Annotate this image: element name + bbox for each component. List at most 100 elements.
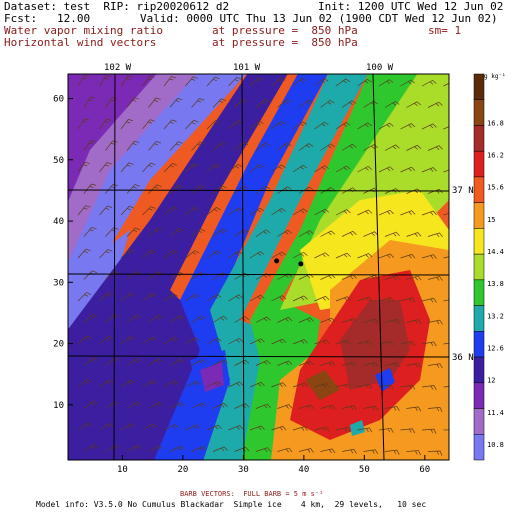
wind-barb (277, 142, 292, 151)
wind-barb (228, 76, 242, 87)
wind-barb (249, 294, 265, 302)
wind-barb (212, 185, 227, 194)
wind-barb (341, 361, 357, 367)
wind-barb (320, 317, 336, 323)
wind-barb (148, 227, 162, 237)
colorbar-level-label: 13.8 (487, 280, 504, 288)
wind-barb (320, 361, 336, 366)
wind-barb (77, 292, 92, 302)
wind-barb (357, 427, 373, 433)
wind-barb (335, 122, 351, 130)
wind-barb (142, 380, 157, 388)
wind-barb (271, 382, 287, 388)
wind-barb (142, 423, 158, 431)
wind-barb (421, 210, 437, 216)
wind-barb (77, 75, 89, 87)
wind-barb (406, 144, 422, 151)
wind-barb (212, 315, 228, 323)
colorbar-swatch (473, 202, 485, 229)
wind-barb (314, 383, 330, 388)
wind-barb (163, 293, 179, 302)
wind-barb (421, 297, 437, 303)
wind-barb (271, 77, 286, 87)
wind-barb (357, 296, 373, 302)
colorbar-swatch (473, 382, 485, 409)
wind-barb (212, 141, 227, 151)
longitude-labels: 102 W 101 W 100 W (104, 63, 394, 73)
wind-barb (292, 164, 308, 173)
wind-barb (400, 210, 416, 216)
y-tick-label: 30 (53, 278, 64, 288)
wind-barb (148, 401, 163, 409)
wind-barb (120, 292, 135, 302)
wind-barb (148, 314, 163, 323)
wind-barb (163, 206, 178, 216)
wind-barb (255, 360, 271, 366)
wind-barb (105, 140, 118, 151)
wind-barb (77, 379, 92, 388)
wind-barb (126, 140, 140, 151)
wind-barb (77, 248, 91, 259)
wind-barb (83, 96, 96, 108)
wind-barb (335, 252, 351, 259)
wind-barb (255, 403, 271, 409)
wind-barb (406, 450, 421, 456)
wind-barb (99, 335, 114, 345)
wind-barb (357, 253, 373, 259)
colorbar-level-label: 16.2 (487, 151, 504, 159)
x-tick-label: 40 (298, 465, 309, 475)
y-tick-label: 40 (53, 217, 64, 227)
wind-barb (298, 448, 314, 453)
wind-barb (185, 337, 200, 345)
wind-barb (341, 143, 357, 151)
wind-barb (443, 256, 449, 259)
wind-barb (421, 79, 437, 87)
wind-barb (206, 381, 222, 388)
plot-frame (67, 73, 450, 461)
wind-barb (212, 228, 227, 237)
wind-barb (406, 319, 422, 325)
wind-barb (320, 99, 335, 108)
wind-barb (169, 228, 184, 237)
wind-barb (126, 97, 139, 108)
colorbar-swatch (473, 331, 485, 358)
wind-barb (120, 336, 135, 345)
forecast-hour-label: Fcst: 12.00 (4, 12, 91, 25)
wind-barb (169, 315, 185, 323)
colorbar-level-label: 13.2 (487, 312, 504, 320)
wind-barb (450, 277, 464, 281)
wind-barb (450, 364, 464, 368)
valid-time-label: Valid: 0000 UTC Thu 13 Jun 02 (1900 CDT … (140, 12, 498, 25)
wind-barb (450, 103, 465, 108)
wind-barb (77, 335, 92, 345)
colorbar-swatch (473, 434, 485, 461)
wind-barb (255, 142, 270, 151)
wind-barb (378, 166, 394, 173)
wind-barb (363, 362, 379, 367)
wind-barb (142, 206, 156, 216)
wind-barb (228, 250, 243, 259)
wind-barb (443, 212, 449, 216)
wind-barb (83, 357, 98, 366)
wind-barb (191, 315, 206, 323)
lon-label-101w: 101 W (233, 63, 261, 73)
y-tick-label: 50 (53, 156, 64, 166)
wind-barb (255, 447, 271, 452)
wind-barb (120, 162, 134, 173)
wind-barb (191, 358, 206, 366)
y-tick-label: 20 (53, 340, 64, 350)
colorbar-swatch (473, 125, 485, 152)
wind-barb (406, 275, 422, 281)
lon-label-102w: 102 W (104, 63, 132, 73)
wind-barb (83, 313, 98, 323)
lat-label-36n: 36 N (452, 353, 474, 363)
wind-barb (255, 272, 271, 280)
colorbar-level-label: 12.6 (487, 344, 504, 352)
wind-barb (363, 449, 379, 455)
wind-barb (255, 185, 271, 194)
wind-barb (99, 379, 114, 388)
wind-barb (357, 122, 372, 130)
wind-barb (163, 162, 178, 173)
colorbar-swatch (473, 73, 485, 100)
colorbar-unit-label: g kg⁻¹ (484, 73, 506, 80)
